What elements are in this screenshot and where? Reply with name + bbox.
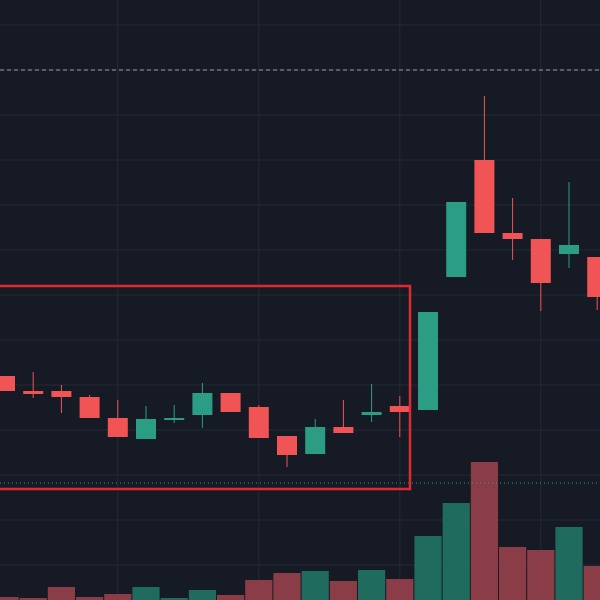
volume-bar bbox=[358, 570, 386, 600]
candle-body bbox=[107, 418, 128, 437]
candle-body bbox=[220, 393, 241, 412]
candle-body bbox=[277, 436, 297, 455]
candle-body bbox=[305, 427, 326, 454]
volume-bar bbox=[160, 598, 188, 600]
candle-body bbox=[0, 376, 15, 391]
candle-body bbox=[23, 391, 44, 394]
volume-bar bbox=[329, 581, 357, 600]
candle-body bbox=[79, 397, 100, 418]
candle-body bbox=[136, 419, 156, 439]
candle-body bbox=[502, 233, 523, 239]
volume-bar bbox=[273, 573, 301, 600]
volume-bar bbox=[104, 594, 132, 600]
volume-bar bbox=[301, 571, 329, 600]
volume-bar bbox=[47, 587, 75, 600]
volume-bar bbox=[414, 536, 442, 600]
volume-bar bbox=[555, 527, 583, 600]
candle-body bbox=[51, 391, 72, 397]
candle-body bbox=[248, 407, 269, 438]
volume-bar bbox=[386, 579, 414, 600]
candle-body bbox=[361, 412, 382, 415]
volume-bar bbox=[583, 566, 600, 600]
volume-bar bbox=[188, 590, 216, 600]
candle-body bbox=[333, 427, 354, 433]
volume-bar bbox=[132, 587, 160, 600]
candle-body bbox=[587, 257, 600, 297]
volume-bar bbox=[245, 580, 273, 600]
volume-bar bbox=[0, 597, 19, 600]
volume-bar bbox=[470, 462, 498, 600]
volume-bar bbox=[76, 597, 104, 600]
candle-body bbox=[474, 160, 495, 233]
candle-body bbox=[389, 406, 410, 412]
volume-bar bbox=[217, 595, 245, 600]
candle-body bbox=[164, 418, 185, 420]
volume-bar bbox=[442, 503, 470, 600]
volume-bar bbox=[499, 547, 527, 600]
drawing-rectangle bbox=[0, 284, 412, 491]
candle-body bbox=[446, 202, 467, 277]
volume-bar bbox=[527, 550, 555, 600]
candle-body bbox=[192, 393, 213, 415]
candle-body bbox=[418, 312, 438, 410]
candle-body bbox=[530, 239, 551, 283]
candle-body bbox=[559, 245, 579, 254]
volume-bar bbox=[19, 598, 47, 600]
